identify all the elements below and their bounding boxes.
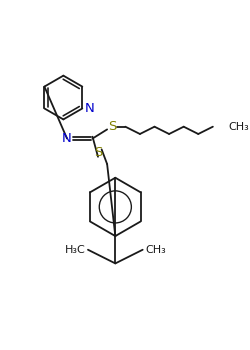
Text: H₃C: H₃C <box>64 245 85 255</box>
Text: S: S <box>94 146 102 159</box>
Text: S: S <box>108 120 117 133</box>
Text: N: N <box>85 102 95 115</box>
Text: N: N <box>62 132 72 145</box>
Text: CH₃: CH₃ <box>146 245 166 255</box>
Text: CH₃: CH₃ <box>228 122 249 132</box>
